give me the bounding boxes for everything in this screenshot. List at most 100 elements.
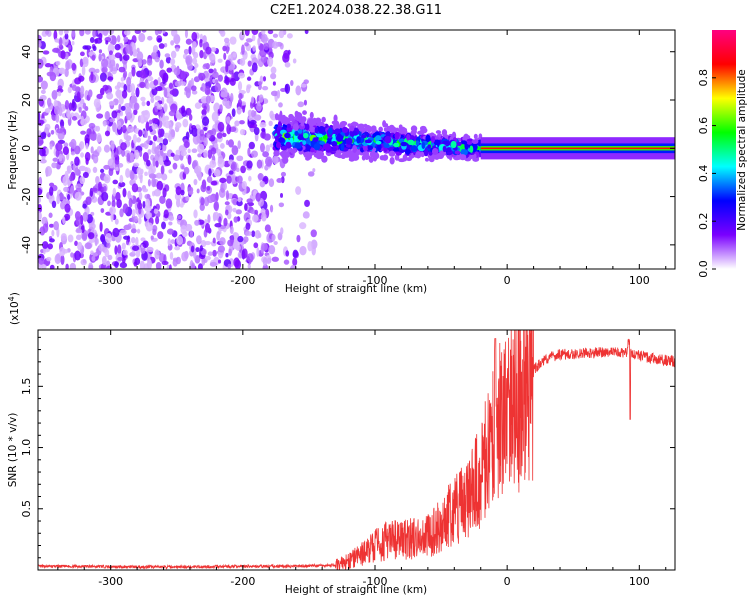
spectrogram-noise-cell <box>214 79 219 85</box>
spectrogram-noise-cell <box>62 216 66 225</box>
spectrogram-noise-cell <box>154 95 162 101</box>
spectrogram-noise-cell <box>121 242 126 250</box>
spectrogram-noise-cell <box>253 242 259 249</box>
spectrogram-noise-cell <box>48 223 54 228</box>
spectrogram-noise-cell <box>273 240 278 245</box>
spectrogram-noise-cell <box>103 185 107 192</box>
spectrogram-noise-cell <box>163 87 168 98</box>
spectrogram-noise-cell <box>257 81 263 86</box>
spectrogram-noise-cell <box>268 244 276 255</box>
spectrogram-noise-cell <box>110 212 114 223</box>
spectrogram-noise-cell <box>63 142 69 148</box>
spectrogram-noise-cell <box>76 91 81 102</box>
spectrogram-band-cell <box>341 126 349 134</box>
spectrogram-band-cell <box>384 135 392 144</box>
spectrogram-noise-cell <box>217 259 222 264</box>
spectrogram-noise-cell <box>134 30 141 35</box>
spectrogram-noise-cell <box>148 259 152 269</box>
spectrogram-noise-cell <box>233 232 239 239</box>
spectrogram-noise-cell <box>234 120 240 127</box>
spectrogram-noise-cell <box>224 201 230 206</box>
spectrogram-band-cell <box>285 141 292 149</box>
spectrogram-band-cell <box>335 150 342 155</box>
spectrogram-noise-cell <box>216 231 221 241</box>
spectrogram-noise-cell <box>272 81 276 86</box>
snr-y-axis-label: SNR (10 * v/v) <box>7 413 19 488</box>
spectrogram-noise-cell <box>251 109 255 118</box>
spectrogram-noise-cell <box>98 243 105 252</box>
spectrogram-noise-cell <box>210 147 217 155</box>
spectrogram-noise-cell <box>120 142 127 151</box>
spectrogram-noise-cell <box>152 52 157 60</box>
spectrogram-noise-cell <box>241 181 248 190</box>
spectrogram-noise-cell <box>51 89 58 100</box>
spectrogram-noise-cell <box>118 103 122 112</box>
spectrogram-noise-cell <box>85 196 92 206</box>
spectrogram-noise-cell <box>156 144 162 150</box>
spectrogram-noise-cell <box>170 103 178 113</box>
spectrogram-band-cell <box>334 128 341 135</box>
spectrogram-noise-cell <box>115 89 123 98</box>
spectrogram-noise-cell <box>39 147 46 157</box>
spectrogram-noise-cell <box>175 122 182 129</box>
spectrogram-noise-cell <box>210 47 217 52</box>
spectrogram-noise-cell <box>272 155 279 165</box>
spectrogram-noise-cell <box>237 72 246 79</box>
spectrogram-noise-cell <box>244 42 249 47</box>
spectrogram-band-cell <box>303 151 311 159</box>
spectrogram-band-cell <box>292 123 300 131</box>
spectrogram-noise-cell <box>114 218 119 225</box>
spectrogram-noise-cell <box>60 254 65 265</box>
spectrogram-noise-cell <box>120 105 126 111</box>
spectrogram-band-cell <box>286 123 291 129</box>
spectrogram-noise-cell <box>262 76 267 82</box>
spectrogram-noise-cell <box>112 187 117 197</box>
spectrogram-band-cell <box>298 128 303 134</box>
spectrogram-x-tick-label: -200 <box>230 274 255 287</box>
spectrogram-frame <box>37 29 676 270</box>
spectrogram-noise-cell <box>213 169 221 177</box>
spectrogram-noise-cell <box>199 245 203 252</box>
spectrogram-noise-cell <box>136 51 144 62</box>
spectrogram-noise-cell <box>257 37 261 47</box>
spectrogram-noise-cell <box>200 240 207 248</box>
spectrogram-noise-cell <box>129 99 133 109</box>
spectrogram-noise-cell <box>233 216 238 223</box>
spectrogram-band-cell <box>303 132 309 139</box>
spectrogram-noise-cell <box>191 148 198 154</box>
spectrogram-band-cell <box>284 132 291 139</box>
spectrogram-band-cell <box>290 148 297 154</box>
spectrogram-noise-cell <box>284 83 291 94</box>
spectrogram-x-ticks: -300 -200 -100 0 100 <box>57 30 667 287</box>
spectrogram-x-axis-label: Height of straight line (km) <box>285 283 427 295</box>
spectrogram-noise-cell <box>140 237 146 242</box>
spectrogram-noise-cell <box>307 241 313 252</box>
spectrogram-noise-cell <box>278 30 285 39</box>
spectrogram-band-cell <box>305 123 310 131</box>
spectrogram-noise-cell <box>115 191 121 202</box>
spectrogram-noise-cell <box>81 65 86 76</box>
spectrogram-noise-cell <box>217 245 226 253</box>
spectrogram-noise-cell <box>109 206 116 215</box>
spectrogram-noise-cell <box>90 71 94 81</box>
spectrogram-noise-cell <box>139 174 143 184</box>
spectrogram-band-cell <box>402 154 408 162</box>
spectrogram-band-cell <box>335 134 344 142</box>
spectrogram-noise-cell <box>236 106 242 115</box>
spectrogram-noise-cell <box>103 174 111 184</box>
spectrogram-noise-cell <box>69 262 77 269</box>
spectrogram-noise-cell <box>101 58 109 68</box>
spectrogram-noise-cell <box>256 159 263 169</box>
chart-title: C2E1.2024.038.22.38.G11 <box>270 3 442 18</box>
spectrogram-noise-cell <box>137 202 143 210</box>
spectrogram-noise-cell <box>213 142 219 149</box>
spectrogram-noise-cell <box>248 141 255 150</box>
spectrogram-noise-cell <box>131 183 139 193</box>
spectrogram-noise-cell <box>246 84 252 89</box>
spectrogram-noise-cell <box>67 234 74 243</box>
spectrogram-noise-cell <box>231 145 239 156</box>
spectrogram-noise-cell <box>99 72 107 82</box>
spectrogram-noise-cell <box>232 207 237 213</box>
spectrogram-noise-cell <box>191 262 196 269</box>
